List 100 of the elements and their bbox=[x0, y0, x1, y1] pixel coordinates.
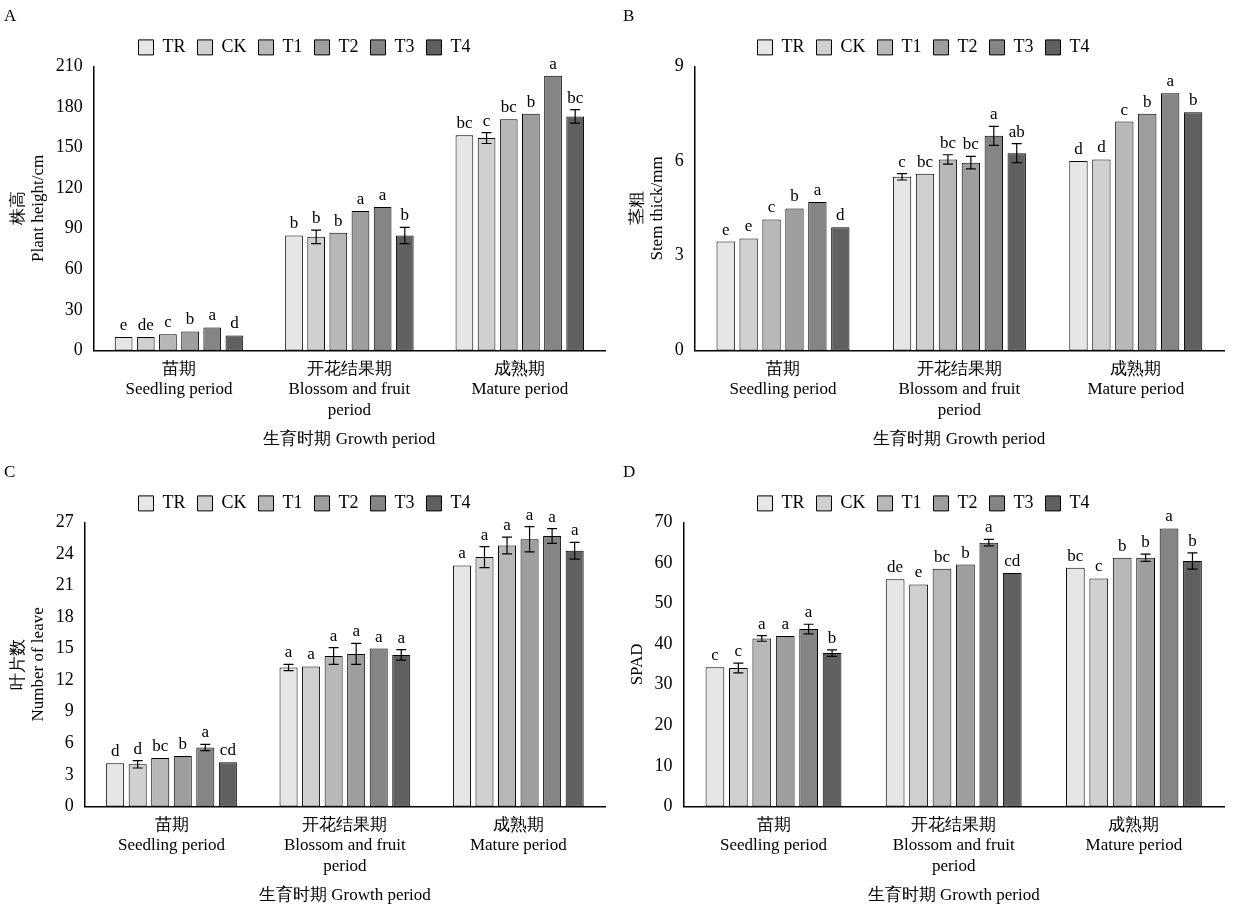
data-label: c bbox=[734, 641, 743, 661]
data-label: a bbox=[356, 189, 365, 209]
data-label: a bbox=[758, 613, 767, 633]
y-tick-label: 27 bbox=[55, 511, 74, 532]
y-tick-label: 50 bbox=[654, 592, 673, 613]
data-label: a bbox=[208, 305, 217, 325]
data-label: a bbox=[985, 517, 994, 537]
legend-label: T1 bbox=[901, 36, 922, 57]
data-label: d bbox=[1097, 137, 1107, 157]
y-tick-label: 0 bbox=[674, 339, 684, 360]
data-label: b bbox=[334, 210, 343, 230]
x-axis-title: 生育时期 Growth period bbox=[258, 885, 432, 905]
data-label: cd bbox=[219, 740, 237, 760]
data-label: bc bbox=[939, 132, 957, 152]
y-tick-label: 12 bbox=[55, 668, 74, 689]
y-axis-title: 株高 Plant height/cm bbox=[7, 154, 48, 262]
x-tick-label: 苗期 Seedling period bbox=[729, 359, 838, 399]
data-label: e bbox=[744, 216, 753, 236]
legend-label: T3 bbox=[1013, 36, 1034, 57]
data-label: a bbox=[570, 520, 579, 540]
data-label: a bbox=[1166, 71, 1175, 91]
chart-title: B bbox=[623, 5, 635, 25]
legend-label: T4 bbox=[450, 36, 471, 57]
legend-label: CK bbox=[840, 492, 866, 513]
data-label: bc bbox=[500, 97, 518, 117]
y-tick-label: 0 bbox=[73, 339, 83, 360]
y-tick-label: 30 bbox=[64, 298, 83, 319]
y-axis-title: 叶片数 Number of leave bbox=[7, 607, 48, 722]
chart-title: A bbox=[4, 5, 17, 25]
data-label: b bbox=[289, 213, 299, 233]
legend-label: T2 bbox=[338, 36, 359, 57]
legend-label: TR bbox=[781, 492, 805, 513]
data-label: d bbox=[110, 741, 120, 761]
data-label: d bbox=[1074, 139, 1084, 159]
data-label: a bbox=[549, 53, 558, 73]
legend-label: TR bbox=[162, 36, 186, 57]
y-axis-title: 茎粗 Stem thick/mm bbox=[626, 156, 667, 261]
y-tick-label: 3 bbox=[674, 244, 684, 265]
y-tick-label: 9 bbox=[674, 55, 684, 76]
legend-label: T1 bbox=[901, 492, 922, 513]
data-label: a bbox=[329, 625, 338, 645]
legend-label: T1 bbox=[282, 36, 303, 57]
y-tick-label: 40 bbox=[654, 632, 673, 653]
legend-label: CK bbox=[221, 492, 247, 513]
y-tick-label: 10 bbox=[654, 754, 673, 775]
y-tick-label: 120 bbox=[55, 176, 83, 197]
legend-label: T4 bbox=[1069, 36, 1090, 57]
data-label: a bbox=[374, 626, 383, 646]
data-label: a bbox=[781, 613, 790, 633]
data-label: b bbox=[1117, 535, 1127, 555]
data-label: d bbox=[230, 313, 240, 333]
legend-label: CK bbox=[840, 36, 866, 57]
data-label: d bbox=[836, 205, 846, 225]
data-label: bc bbox=[456, 113, 473, 133]
data-label: bc bbox=[152, 735, 169, 755]
x-tick-label: 成熟期 Mature period bbox=[471, 359, 569, 399]
data-label: bc bbox=[567, 87, 584, 107]
data-label: b bbox=[1143, 91, 1152, 111]
legend-label: T2 bbox=[338, 492, 359, 513]
data-label: c bbox=[1094, 556, 1103, 576]
data-label: a bbox=[307, 644, 316, 664]
data-label: b bbox=[526, 91, 536, 111]
legend-label: T3 bbox=[394, 36, 415, 57]
data-label: c bbox=[898, 151, 907, 171]
data-label: e bbox=[914, 562, 923, 582]
data-label: a bbox=[284, 642, 293, 662]
data-label: c bbox=[1120, 99, 1129, 119]
y-tick-label: 30 bbox=[654, 673, 673, 694]
legend-label: T3 bbox=[1013, 492, 1034, 513]
data-label: a bbox=[548, 506, 557, 526]
data-label: a bbox=[813, 180, 822, 200]
data-label: a bbox=[1165, 506, 1174, 526]
x-tick-label: 开花结果期 Blossom and fruit period bbox=[898, 359, 1021, 419]
data-label: a bbox=[352, 621, 361, 641]
data-label: b bbox=[790, 186, 799, 206]
x-tick-label: 苗期 Seedling period bbox=[719, 815, 828, 855]
data-label: b bbox=[961, 542, 970, 562]
y-tick-label: 6 bbox=[674, 149, 684, 170]
x-tick-label: 开花结果期 Blossom and fruit period bbox=[283, 815, 407, 875]
data-label: b bbox=[1141, 532, 1150, 552]
data-label: ab bbox=[1008, 121, 1025, 141]
y-tick-label: 6 bbox=[64, 732, 74, 753]
legend-label: CK bbox=[221, 36, 247, 57]
data-label: b bbox=[1188, 90, 1198, 110]
data-label: a bbox=[201, 722, 210, 742]
y-tick-label: 20 bbox=[654, 713, 673, 734]
legend-label: TR bbox=[162, 492, 186, 513]
chart-title: C bbox=[4, 461, 16, 481]
data-label: c bbox=[711, 645, 720, 665]
data-label: c bbox=[482, 110, 491, 130]
data-label: a bbox=[480, 524, 489, 544]
y-tick-label: 24 bbox=[55, 542, 74, 563]
legend-label: T4 bbox=[1069, 492, 1090, 513]
x-tick-label: 成熟期 Mature period bbox=[1085, 815, 1183, 855]
y-axis-title: SPAD bbox=[626, 643, 646, 686]
x-tick-label: 成熟期 Mature period bbox=[1087, 359, 1185, 399]
data-label: d bbox=[133, 738, 143, 758]
y-tick-label: 0 bbox=[64, 795, 74, 816]
legend-label: T2 bbox=[957, 36, 978, 57]
y-tick-label: 9 bbox=[64, 700, 74, 721]
